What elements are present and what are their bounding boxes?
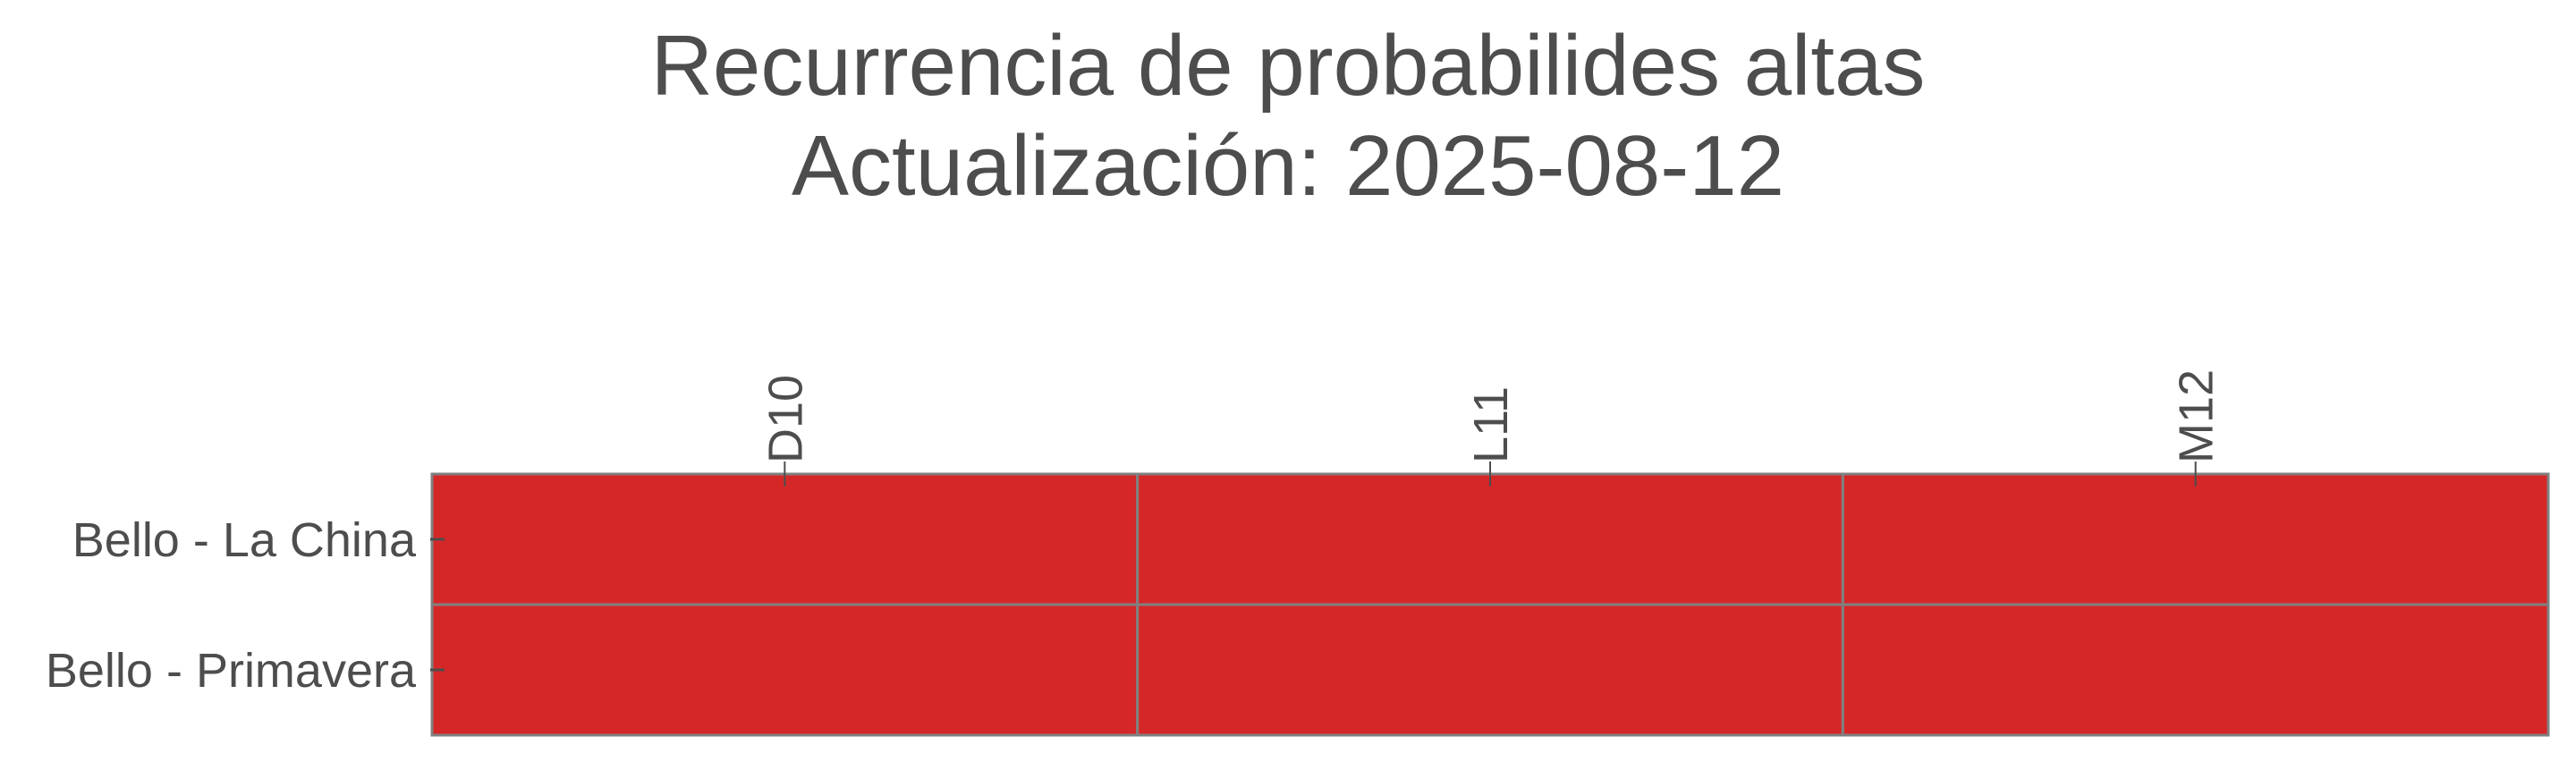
- y-tick-label: Bello - La China: [72, 513, 417, 567]
- heatmap-cell: [430, 603, 1140, 737]
- heatmap-cell: [430, 472, 1140, 606]
- heatmap-cell: [1841, 472, 2550, 606]
- y-tick-label: Bello - Primavera: [46, 644, 417, 698]
- x-tick-label: L11: [1464, 386, 1518, 463]
- heatmap-cell: [1136, 472, 1844, 606]
- heatmap-cell: [1841, 603, 2550, 737]
- x-tick-label: M12: [2170, 369, 2224, 463]
- heatmap-cell: [1136, 603, 1844, 737]
- x-tick-label: D10: [758, 375, 812, 463]
- chart-title-line-1: Recurrencia de probabilides altas: [651, 18, 1926, 114]
- chart-title-line-2: Actualización: 2025-08-12: [792, 118, 1784, 214]
